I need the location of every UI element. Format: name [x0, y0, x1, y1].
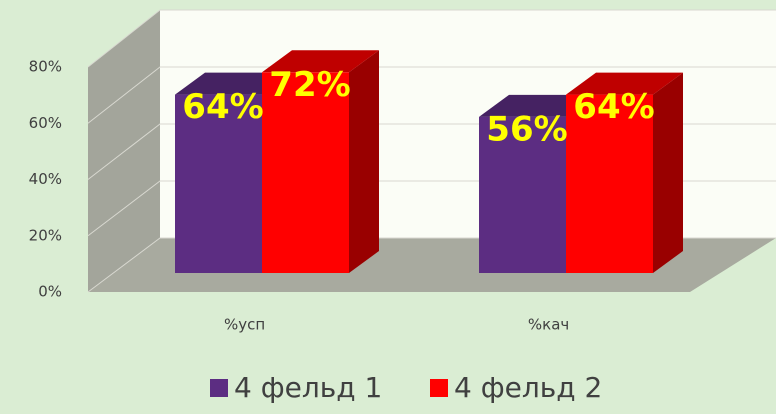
- x-tick-label: %усп: [224, 316, 265, 334]
- data-label: 72%: [269, 65, 350, 105]
- y-tick-label: 20%: [29, 226, 62, 244]
- bar-side: [653, 72, 683, 273]
- y-tick-label: 60%: [29, 114, 62, 132]
- legend-label: 4 фельд 1: [234, 371, 382, 404]
- x-tick-label: %кач: [528, 316, 569, 334]
- legend-swatch: [430, 379, 448, 397]
- legend-swatch: [210, 379, 228, 397]
- legend-label: 4 фельд 2: [454, 371, 602, 404]
- data-label: 64%: [182, 87, 263, 127]
- bar: [479, 116, 566, 274]
- bar-top: [566, 72, 683, 95]
- bar: [175, 94, 262, 273]
- y-tick-label: 80%: [29, 58, 62, 76]
- data-label: 56%: [486, 109, 567, 149]
- bar-top: [262, 50, 379, 73]
- bar-side: [349, 50, 379, 273]
- data-label: 64%: [573, 87, 654, 127]
- y-tick-label: 40%: [29, 170, 62, 188]
- bar: [566, 94, 653, 273]
- grid-line: [87, 66, 776, 124]
- y-tick-label: 0%: [38, 283, 62, 301]
- bar: [262, 72, 349, 273]
- grid-line: [87, 9, 776, 68]
